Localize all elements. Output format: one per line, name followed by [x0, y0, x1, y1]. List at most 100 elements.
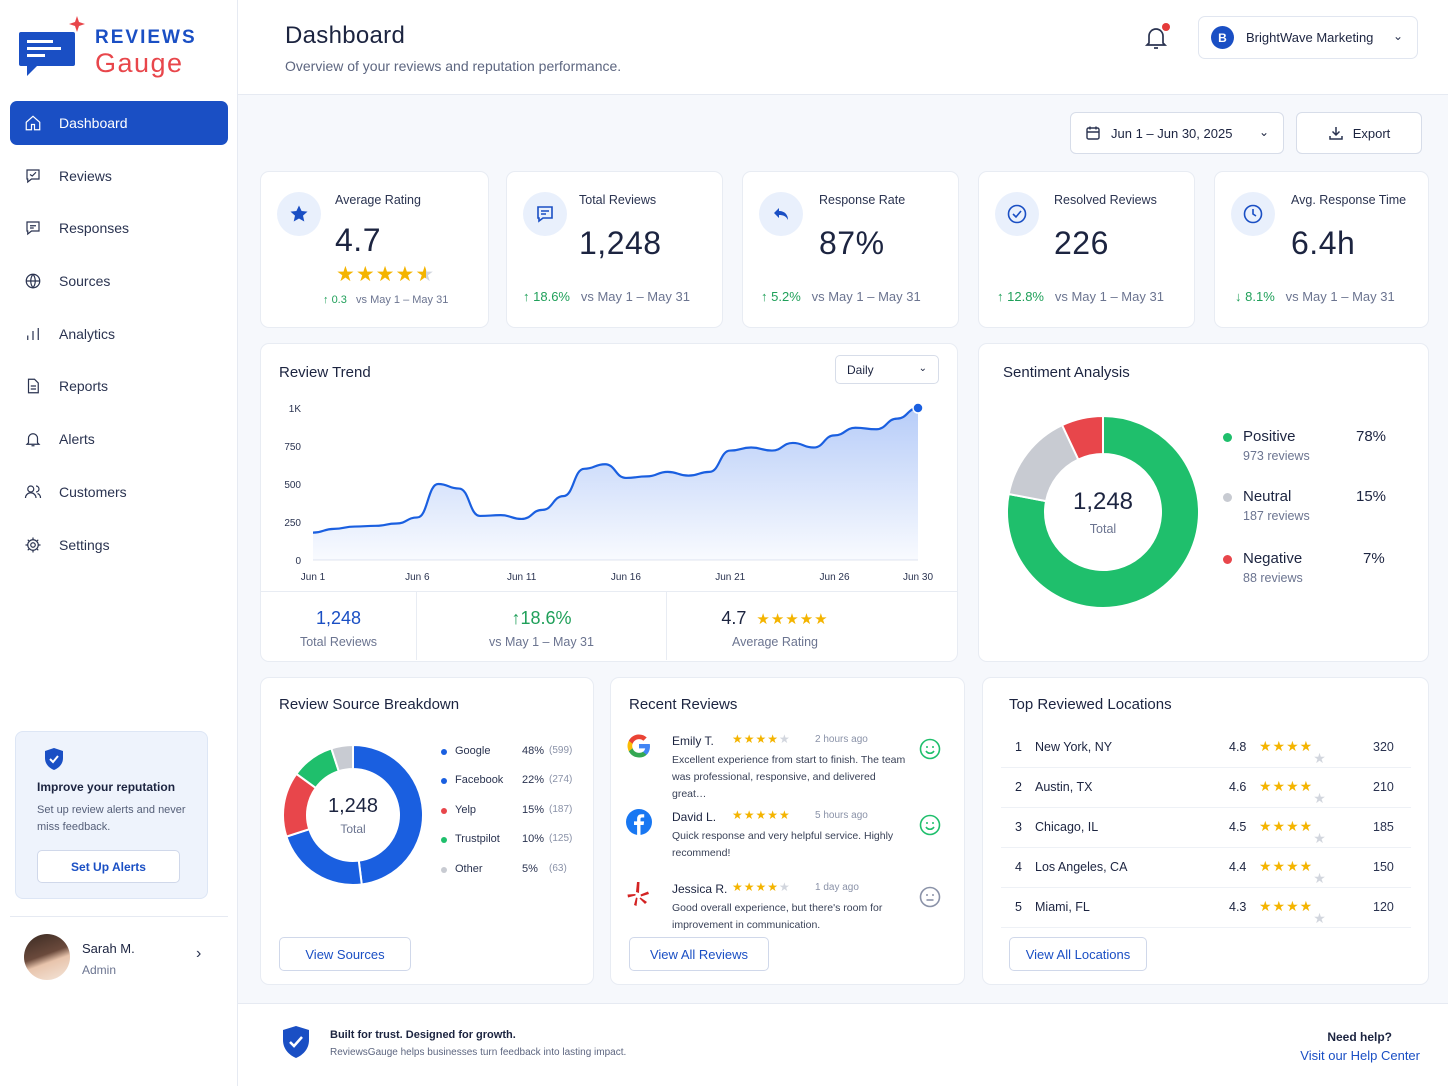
promo-description: Set up review alerts and never miss feed…	[37, 804, 186, 833]
sentiment-card: Sentiment Analysis 1,248 Total Positive …	[978, 343, 1429, 662]
kpi-delta: ↑ 5.2% vs May 1 – May 31	[761, 289, 921, 304]
granularity-value: Daily	[847, 362, 874, 377]
donut-center-label: Total	[340, 822, 366, 836]
account-switcher[interactable]: B BrightWave Marketing ⌄	[1198, 16, 1418, 59]
location-rating: 4.4	[1229, 860, 1247, 874]
view-all-locations-button[interactable]: View All Locations	[1009, 937, 1147, 971]
kpi-label: Resolved Reviews	[1054, 193, 1157, 207]
location-name: Austin, TX	[1035, 780, 1093, 794]
check-circle-icon	[995, 192, 1039, 236]
sentiment-donut	[1006, 414, 1200, 609]
shield-check-icon	[45, 748, 63, 770]
sidebar-item-customers[interactable]: Customers	[10, 470, 228, 514]
kpi-avg-response-time[interactable]: Avg. Response Time 6.4h ↓ 8.1% vs May 1 …	[1214, 171, 1429, 328]
location-row[interactable]: 2 Austin, TX 4.6 ★★★★ ★ 210	[1001, 768, 1411, 808]
review-time: 5 hours ago	[815, 810, 868, 821]
arrow-up-icon: ↑	[511, 608, 521, 628]
kpi-total-reviews[interactable]: Total Reviews 1,248 ↑ 18.6% vs May 1 – M…	[506, 171, 723, 328]
set-up-alerts-button[interactable]: Set Up Alerts	[37, 850, 180, 883]
location-row[interactable]: 1 New York, NY 4.8 ★★★★ ★ 320	[1001, 728, 1411, 768]
sidebar-item-alerts[interactable]: Alerts	[10, 417, 228, 461]
users-icon	[24, 485, 42, 498]
location-count: 185	[1373, 820, 1394, 834]
summary-label: Total Reviews	[299, 635, 378, 649]
arrow-up-icon: ↑	[997, 289, 1004, 304]
view-sources-button[interactable]: View Sources	[279, 937, 411, 971]
chevron-right-icon[interactable]: ›	[196, 945, 202, 962]
sidebar-item-settings[interactable]: Settings	[10, 523, 228, 567]
review-text: Quick response and very helpful service.…	[672, 830, 894, 859]
view-all-reviews-button[interactable]: View All Reviews	[629, 937, 769, 971]
user-profile[interactable]: Sarah M. Admin ›	[10, 916, 228, 992]
help-title: Need help?	[1327, 1030, 1392, 1044]
kpi-response-rate[interactable]: Response Rate 87% ↑ 5.2% vs May 1 – May …	[742, 171, 959, 328]
granularity-select[interactable]: Daily ⌄	[835, 355, 939, 384]
donut-slice-other[interactable]	[330, 743, 354, 773]
export-label: Export	[1352, 125, 1391, 141]
donut-center-value: 1,248	[327, 795, 379, 817]
review-icon	[26, 169, 40, 183]
donut-slice-positive[interactable]	[1006, 414, 1200, 609]
brand-logo[interactable]: REVIEWS Gauge	[18, 14, 218, 78]
sidebar-item-label: Settings	[59, 536, 110, 553]
rating-stars: ★★★★★	[732, 880, 791, 894]
donut-center-value: 1,248	[1072, 488, 1134, 515]
location-count: 320	[1373, 740, 1394, 754]
donut-slice-google[interactable]	[352, 743, 423, 886]
card-title: Review Trend	[279, 364, 371, 381]
summary-value: 1,248	[315, 608, 362, 628]
card-title: Review Source Breakdown	[279, 696, 460, 713]
gear-icon	[25, 537, 41, 552]
neutral-face-icon	[919, 886, 941, 908]
reviewer-name: David L.	[672, 810, 717, 824]
page-subtitle: Overview of your reviews and reputation …	[285, 58, 622, 74]
location-name: Miami, FL	[1035, 900, 1090, 914]
sidebar-item-dashboard[interactable]: Dashboard	[10, 101, 228, 145]
chevron-down-icon: ⌄	[1392, 29, 1403, 43]
location-row[interactable]: 4 Los Angeles, CA 4.4 ★★★★ ★ 150	[1001, 848, 1411, 888]
sidebar-item-sources[interactable]: Sources	[10, 259, 228, 303]
donut-center-label: Total	[1089, 522, 1117, 536]
arrow-up-icon: ↑	[761, 289, 768, 304]
message-icon	[523, 192, 567, 236]
shield-check-icon	[283, 1026, 309, 1058]
location-row[interactable]: 5 Miami, FL 4.3 ★★★★ ★ 120	[1001, 888, 1411, 928]
rating-stars: ★★★★★	[1259, 738, 1327, 766]
arrow-down-icon: ↓	[1235, 289, 1242, 304]
location-row[interactable]: 3 Chicago, IL 4.5 ★★★★ ★ 185	[1001, 808, 1411, 848]
sidebar-item-responses[interactable]: Responses	[10, 206, 228, 250]
rating-stars: ★★★★★	[336, 263, 436, 286]
location-count: 120	[1373, 900, 1394, 914]
review-trend-chart: 0 250 500 750 1K Jun 1 Jun 6 Jun 11 Jun 16 Jun 2…	[284, 402, 933, 583]
summary-value: 18.6%	[520, 608, 572, 628]
location-rank: 5	[1015, 900, 1022, 914]
footer-tagline: Built for trust. Designed for growth.	[330, 1029, 516, 1041]
export-button[interactable]: Export	[1296, 112, 1422, 154]
kpi-resolved-reviews[interactable]: Resolved Reviews 226 ↑ 12.8% vs May 1 – …	[978, 171, 1195, 328]
card-title: Recent Reviews	[629, 696, 738, 713]
review-time: 1 day ago	[815, 882, 859, 893]
summary-label: vs May 1 – May 31	[489, 635, 594, 649]
kpi-average-rating[interactable]: Average Rating 4.7 ★★★★★ ↑ 0.3 vs May 1 …	[260, 171, 489, 328]
trend-line	[312, 406, 919, 534]
donut-slice-negative[interactable]	[1060, 414, 1104, 461]
location-rating: 4.6	[1229, 780, 1247, 794]
kpi-label: Total Reviews	[579, 193, 657, 207]
help-center-link[interactable]: Visit our Help Center	[1300, 1048, 1420, 1063]
location-rating: 4.8	[1229, 740, 1247, 754]
date-range-picker[interactable]: Jun 1 – Jun 30, 2025 ⌄	[1070, 112, 1284, 154]
sidebar-item-reviews[interactable]: Reviews	[10, 154, 228, 198]
y-tick-label: 500	[284, 480, 301, 491]
kpi-value: 226	[1054, 225, 1109, 261]
donut-slice-facebook[interactable]	[285, 827, 363, 886]
kpi-label: Average Rating	[335, 193, 421, 207]
chevron-down-icon: ⌄	[1258, 125, 1269, 139]
y-tick-label: 0	[295, 556, 301, 567]
location-rank: 1	[1015, 740, 1022, 754]
notification-button[interactable]	[1144, 23, 1170, 51]
kpi-value: 1,248	[579, 225, 662, 261]
sidebar-item-analytics[interactable]: Analytics	[10, 312, 228, 356]
trend-end-point[interactable]	[912, 402, 924, 414]
kpi-delta: ↑ 0.3 vs May 1 – May 31	[323, 294, 449, 306]
sidebar-item-reports[interactable]: Reports	[10, 364, 228, 408]
